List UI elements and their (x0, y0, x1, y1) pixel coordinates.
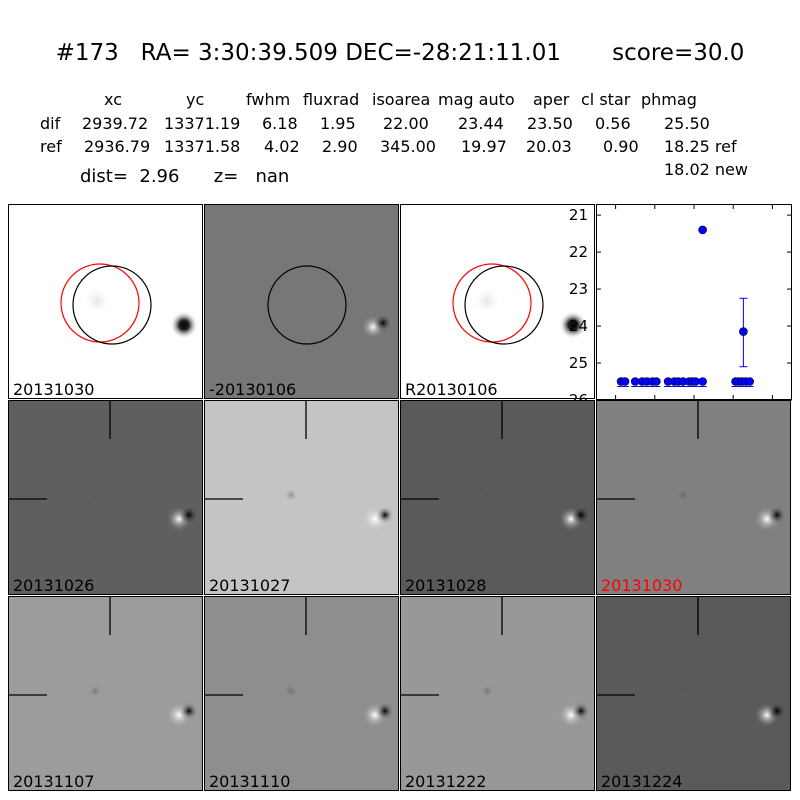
image-stamp (9, 401, 202, 594)
dif-aperture-circle (464, 265, 544, 345)
cell: 23.44 (458, 114, 504, 133)
cell: 1.95 (320, 114, 356, 133)
cell: 25.50 (664, 114, 710, 133)
candidate-title: #173 RA= 3:30:39.509 DEC=-28:21:11.01 sc… (55, 40, 745, 66)
y-tick-label: 25 (569, 354, 588, 372)
cell: 2939.72 (82, 114, 149, 133)
panel-label: 20131030 (13, 380, 95, 399)
image-stamp (9, 205, 202, 398)
y-tick-label: 21 (569, 206, 588, 224)
image-stamp (597, 401, 790, 594)
cell: 13371.58 (164, 137, 241, 156)
panel-label: R20130106 (405, 380, 498, 399)
stamp-date-label: 20131222 (405, 772, 487, 791)
cell: 0.56 (595, 114, 631, 133)
col-isoarea: isoarea (372, 90, 431, 109)
cell: 20.03 (526, 137, 572, 156)
stamp-date-label: 20131110 (209, 772, 291, 791)
stamp-panel: 20131026 (8, 400, 203, 595)
image-stamp (401, 205, 594, 398)
image-stamp (9, 597, 202, 790)
data-point (698, 377, 707, 386)
col-fluxrad: fluxrad (303, 90, 360, 109)
col-aper: aper (533, 90, 570, 109)
col-yc: yc (186, 90, 205, 109)
image-panel-diff: -20130106 (204, 204, 399, 399)
stamp-date-label: 20131030 (601, 576, 683, 595)
stamp-date-label: 20131027 (209, 576, 291, 595)
image-panel-new: 20131030 (8, 204, 203, 399)
data-point (698, 225, 707, 235)
image-stamp (205, 205, 398, 398)
dif-aperture-circle (267, 265, 347, 345)
dist-line: dist= 2.96 z= nan (80, 166, 290, 187)
stamp-date-label: 20131224 (601, 772, 683, 791)
cell: 2936.79 (84, 137, 151, 156)
image-stamp (205, 597, 398, 790)
image-stamp (401, 401, 594, 594)
cell: 13371.19 (164, 114, 241, 133)
cell: 345.00 (380, 137, 436, 156)
stamp-panel: 20131110 (204, 596, 399, 791)
col-cl-star: cl star (581, 90, 631, 109)
plot-frame (596, 204, 792, 400)
data-point (745, 377, 754, 386)
cell: 19.97 (461, 137, 507, 156)
stamp-panel: 20131224 (596, 596, 791, 791)
phmag-new: 18.02 new (664, 160, 748, 179)
row-label: ref (40, 137, 62, 156)
col-mag-auto: mag auto (438, 90, 515, 109)
cell: 0.90 (603, 137, 639, 156)
cell: 18.25 ref (664, 137, 737, 156)
y-tick-label: 23 (569, 280, 588, 298)
stamp-panel: 20131107 (8, 596, 203, 791)
panel-label: -20130106 (209, 380, 297, 399)
image-stamp (597, 597, 790, 790)
cell: 22.00 (383, 114, 429, 133)
data-point (652, 377, 661, 386)
y-tick-label: 24 (569, 317, 588, 335)
data-point (739, 327, 748, 336)
y-tick-label: 22 (569, 243, 588, 261)
stamp-panel: 20131030 (596, 400, 791, 595)
cell: 23.50 (527, 114, 573, 133)
data-point (620, 377, 630, 386)
stamp-panel: 20131027 (204, 400, 399, 595)
col-xc: xc (104, 90, 122, 109)
cell: 2.90 (322, 137, 358, 156)
dif-aperture-circle (72, 265, 152, 345)
stamp-date-label: 20131107 (13, 772, 95, 791)
image-stamp (401, 597, 594, 790)
col-fwhm: fwhm (246, 90, 291, 109)
cell: 4.02 (264, 137, 300, 156)
image-panel-ref: R20130106 (400, 204, 595, 399)
stamp-panel: 20131222 (400, 596, 595, 791)
row-label: dif (40, 114, 61, 133)
stamp-date-label: 20131026 (13, 576, 95, 595)
stamp-panel: 20131028 (400, 400, 595, 595)
col-phmag: phmag (641, 90, 697, 109)
cell: 6.18 (262, 114, 298, 133)
image-stamp (205, 401, 398, 594)
stamp-date-label: 20131028 (405, 576, 487, 595)
